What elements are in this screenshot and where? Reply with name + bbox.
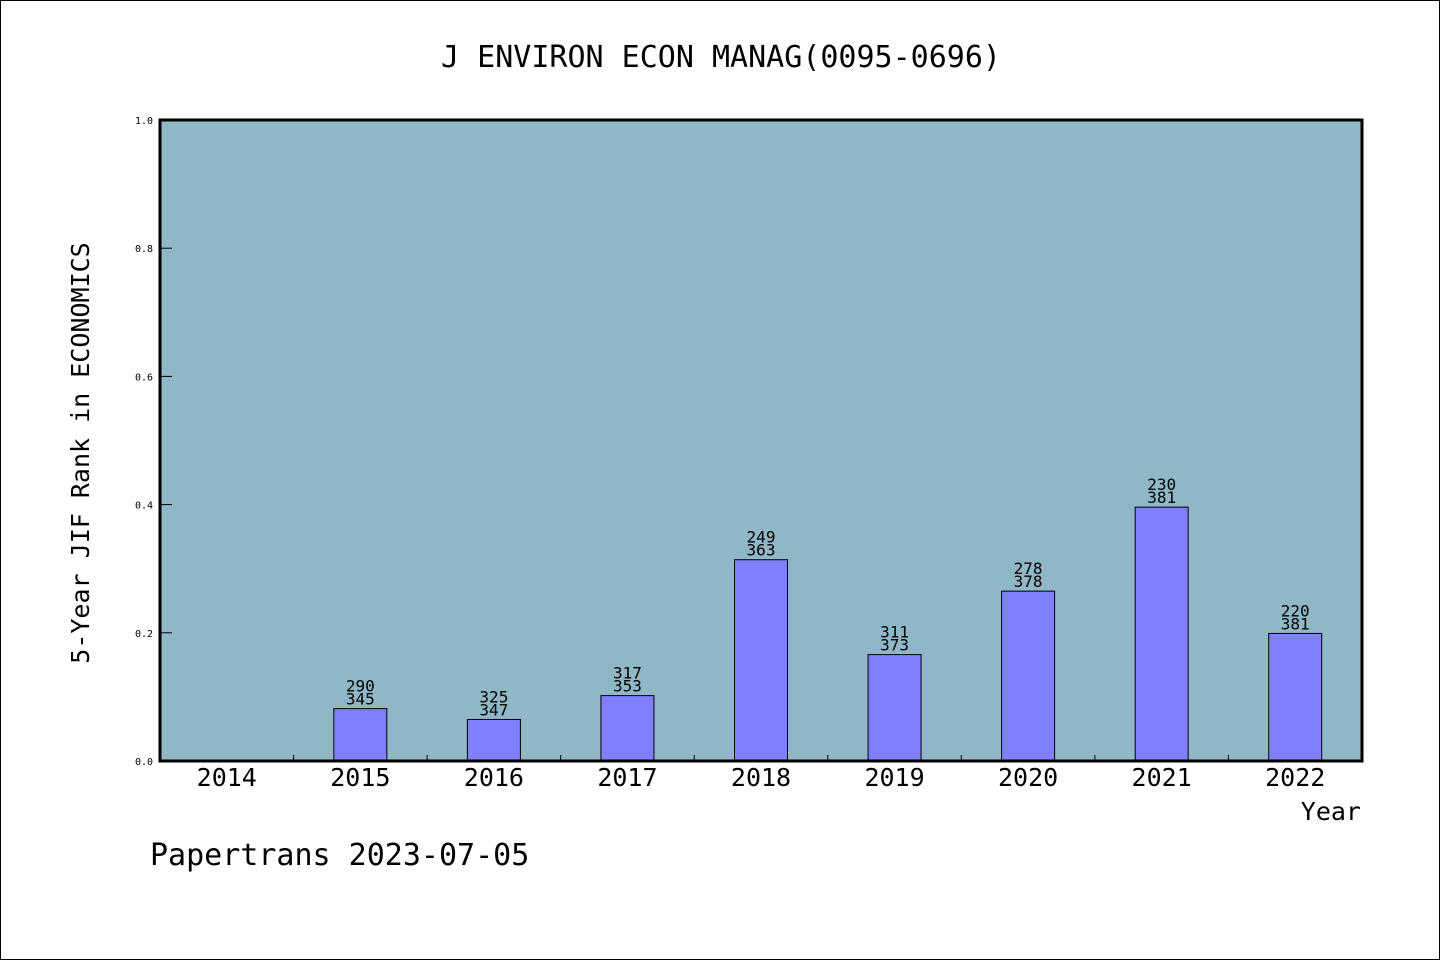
- x-tick-label: 2022: [1265, 763, 1325, 792]
- bar-2021: [1134, 506, 1189, 762]
- y-axis-label: 5-Year JIF Rank in ECONOMICS: [66, 242, 95, 663]
- bar-2022: [1268, 632, 1323, 762]
- y-tick-label: 0.4: [135, 501, 153, 512]
- plot-border: [158, 118, 1364, 763]
- bar-2018: [734, 559, 788, 762]
- bar-2019: [867, 654, 922, 762]
- x-axis-label: Year: [1301, 797, 1361, 826]
- x-tick-label: 2017: [597, 763, 657, 792]
- bar-label-total: 363: [747, 541, 776, 560]
- bar-2017: [600, 695, 655, 762]
- bar-label-total: 373: [880, 636, 909, 655]
- bars-group: [333, 506, 1323, 762]
- y-tick-label: 0.6: [135, 372, 153, 383]
- bar-label-rank: 317: [613, 664, 642, 683]
- bar-label-total: 381: [1281, 614, 1310, 633]
- bar-label-rank: 311: [880, 623, 909, 642]
- bar-label-rank: 230: [1147, 475, 1176, 494]
- bar-label-total: 378: [1014, 572, 1043, 591]
- chart-title: J ENVIRON ECON MANAG(0095-0696): [441, 40, 1001, 75]
- bar-2020: [1001, 590, 1056, 762]
- y-tick-label: 0.0: [135, 757, 153, 768]
- x-tick-label: 2014: [197, 763, 257, 792]
- bar-label-total: 381: [1147, 488, 1176, 507]
- x-tick-label: 2020: [998, 763, 1058, 792]
- x-tick-label: 2015: [330, 763, 390, 792]
- x-tick-label: 2019: [864, 763, 924, 792]
- x-tick-label: 2018: [731, 763, 791, 792]
- bar-label-total: 345: [346, 690, 375, 709]
- bar-label-rank: 290: [346, 677, 375, 696]
- y-tick-label: 1.0: [135, 116, 153, 127]
- x-axis-ticks: 2014 2015 2016 2017 2018 2019 2020 2021 2022: [197, 755, 1325, 792]
- bar-label-rank: 220: [1281, 601, 1310, 620]
- bar-label-rank: 249: [747, 528, 776, 547]
- footer-text: Papertrans 2023-07-05: [150, 838, 529, 873]
- bar-label-rank: 325: [479, 687, 508, 706]
- y-tick-label: 0.2: [135, 629, 153, 640]
- bar-2015: [333, 708, 388, 762]
- x-tick-label: 2021: [1132, 763, 1192, 792]
- y-tick-label: 0.8: [135, 244, 153, 255]
- bar-label-total: 353: [613, 677, 642, 696]
- bar-label-total: 347: [479, 700, 508, 719]
- x-tick-label: 2016: [464, 763, 524, 792]
- bar-label-rank: 278: [1014, 559, 1043, 578]
- bar-2016: [466, 718, 521, 762]
